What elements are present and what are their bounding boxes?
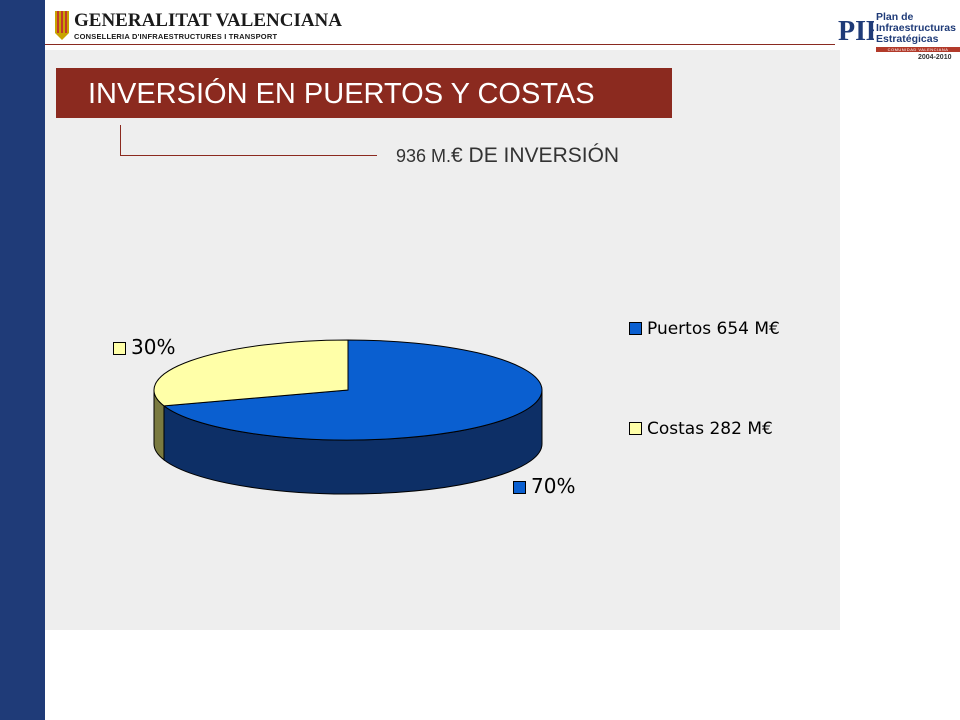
plan-region-band: COMUNIDAD VALENCIANA [876, 47, 960, 52]
legend-label: Puertos 654 M€ [647, 319, 780, 339]
pie-slice-puertos [162, 339, 543, 441]
legend-item-costas: Costas 282 M€ [629, 419, 773, 439]
left-brand-band [0, 0, 45, 720]
subtitle-text: € DE INVERSIÓN [451, 144, 620, 167]
pie-plan-logo: PIE Plan de Infraestructuras Estratégica… [838, 12, 960, 66]
data-label-swatch [113, 342, 126, 355]
svg-text:PIE: PIE [838, 16, 874, 46]
title-box: INVERSIÓN EN PUERTOS Y COSTAS [56, 68, 672, 118]
header-rule [45, 44, 835, 45]
slide-title: INVERSIÓN EN PUERTOS Y COSTAS [88, 78, 595, 110]
watermark-background [45, 50, 840, 630]
slide-subtitle: 936 M.€ DE INVERSIÓN [396, 144, 619, 168]
pie-logo-icon: PIE [838, 16, 874, 46]
subtitle-amount: 936 M. [396, 146, 452, 166]
plan-line: Plan de [876, 11, 914, 23]
legend-label: Costas 282 M€ [647, 419, 773, 439]
plan-name: Plan de Infraestructuras Estratégicas [876, 12, 956, 45]
data-label-costas: 30% [113, 335, 175, 359]
legend-swatch [629, 322, 642, 335]
pie-slice-costas [153, 339, 349, 407]
title-connector-line [120, 125, 377, 156]
data-label-text: 30% [131, 335, 176, 359]
generalitat-name: GENERALITAT VALENCIANA [74, 10, 343, 31]
conselleria-name: CONSELLERIA D'INFRAESTRUCTURES I TRANSPO… [74, 32, 278, 41]
data-label-puertos: 70% [513, 474, 575, 498]
plan-line: Estratégicas [876, 33, 939, 45]
legend-item-puertos: Puertos 654 M€ [629, 319, 780, 339]
data-label-swatch [513, 481, 526, 494]
legend-swatch [629, 422, 642, 435]
plan-years: 2004-2010 [918, 54, 952, 61]
data-label-text: 70% [531, 474, 576, 498]
generalitat-logo: GENERALITAT VALENCIANA CONSELLERIA D'INF… [52, 8, 342, 42]
generalitat-crest-icon [55, 11, 69, 40]
plan-line: Infraestructuras [876, 22, 956, 34]
